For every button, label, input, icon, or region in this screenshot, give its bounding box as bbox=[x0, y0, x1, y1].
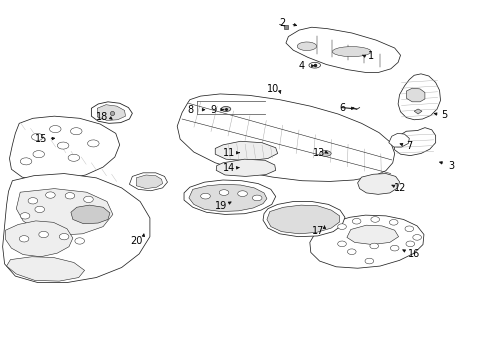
Polygon shape bbox=[388, 134, 408, 147]
Text: 15: 15 bbox=[35, 134, 47, 144]
Polygon shape bbox=[221, 107, 230, 112]
Polygon shape bbox=[297, 42, 316, 50]
Polygon shape bbox=[308, 62, 320, 68]
Polygon shape bbox=[83, 196, 93, 203]
Polygon shape bbox=[71, 205, 110, 224]
Polygon shape bbox=[397, 74, 440, 120]
Polygon shape bbox=[352, 219, 360, 224]
Polygon shape bbox=[97, 105, 125, 121]
Polygon shape bbox=[393, 128, 435, 156]
Polygon shape bbox=[136, 175, 162, 189]
Text: 1: 1 bbox=[367, 51, 374, 61]
Text: 4: 4 bbox=[298, 61, 305, 71]
Polygon shape bbox=[413, 109, 421, 114]
Text: 8: 8 bbox=[187, 105, 194, 115]
Text: 5: 5 bbox=[440, 110, 447, 120]
Polygon shape bbox=[266, 205, 339, 234]
Polygon shape bbox=[200, 193, 210, 199]
Polygon shape bbox=[337, 224, 346, 229]
Polygon shape bbox=[346, 225, 398, 244]
Polygon shape bbox=[285, 27, 400, 72]
Polygon shape bbox=[6, 257, 84, 281]
Polygon shape bbox=[388, 220, 397, 225]
Polygon shape bbox=[9, 116, 120, 181]
Polygon shape bbox=[188, 184, 266, 212]
Polygon shape bbox=[215, 141, 277, 161]
Text: 9: 9 bbox=[210, 105, 216, 115]
Text: 10: 10 bbox=[266, 84, 278, 94]
Polygon shape bbox=[57, 142, 69, 149]
Text: 17: 17 bbox=[311, 226, 323, 236]
Polygon shape bbox=[2, 174, 150, 283]
Polygon shape bbox=[39, 231, 48, 238]
Polygon shape bbox=[357, 174, 399, 194]
Polygon shape bbox=[252, 195, 262, 201]
Polygon shape bbox=[332, 46, 370, 57]
Polygon shape bbox=[70, 128, 82, 135]
Text: 13: 13 bbox=[312, 148, 324, 158]
Polygon shape bbox=[32, 134, 43, 140]
Polygon shape bbox=[337, 241, 346, 247]
Polygon shape bbox=[16, 189, 113, 235]
Text: 14: 14 bbox=[223, 163, 235, 173]
Polygon shape bbox=[237, 191, 247, 197]
Text: 19: 19 bbox=[215, 201, 227, 211]
Polygon shape bbox=[389, 245, 398, 251]
Polygon shape bbox=[129, 173, 167, 191]
Polygon shape bbox=[20, 213, 30, 219]
Text: 7: 7 bbox=[406, 141, 411, 151]
Polygon shape bbox=[68, 154, 80, 161]
Polygon shape bbox=[177, 94, 394, 181]
Text: 11: 11 bbox=[223, 148, 235, 158]
Text: 20: 20 bbox=[130, 236, 142, 246]
Polygon shape bbox=[45, 192, 55, 198]
Polygon shape bbox=[87, 140, 99, 147]
Polygon shape bbox=[65, 193, 75, 199]
Polygon shape bbox=[20, 235, 29, 242]
Polygon shape bbox=[263, 202, 344, 237]
Text: 3: 3 bbox=[447, 161, 453, 171]
Polygon shape bbox=[219, 190, 228, 195]
Polygon shape bbox=[33, 150, 44, 158]
Polygon shape bbox=[183, 180, 275, 215]
Polygon shape bbox=[369, 243, 378, 249]
Polygon shape bbox=[35, 206, 44, 213]
Polygon shape bbox=[309, 215, 423, 268]
Polygon shape bbox=[365, 258, 373, 264]
Polygon shape bbox=[75, 238, 84, 244]
Polygon shape bbox=[216, 159, 275, 176]
Polygon shape bbox=[28, 198, 38, 204]
Polygon shape bbox=[404, 226, 413, 231]
Polygon shape bbox=[347, 249, 355, 255]
Text: 6: 6 bbox=[338, 103, 345, 113]
Polygon shape bbox=[406, 88, 424, 102]
Text: 16: 16 bbox=[407, 249, 420, 259]
Polygon shape bbox=[370, 217, 379, 222]
Polygon shape bbox=[59, 233, 69, 240]
Text: 18: 18 bbox=[96, 112, 108, 122]
Polygon shape bbox=[405, 241, 414, 247]
Polygon shape bbox=[412, 234, 421, 240]
Polygon shape bbox=[20, 158, 32, 165]
Text: 12: 12 bbox=[393, 183, 406, 193]
Text: 2: 2 bbox=[279, 18, 285, 28]
Polygon shape bbox=[91, 102, 132, 123]
Polygon shape bbox=[319, 150, 330, 156]
Polygon shape bbox=[49, 126, 61, 132]
Polygon shape bbox=[5, 221, 73, 257]
